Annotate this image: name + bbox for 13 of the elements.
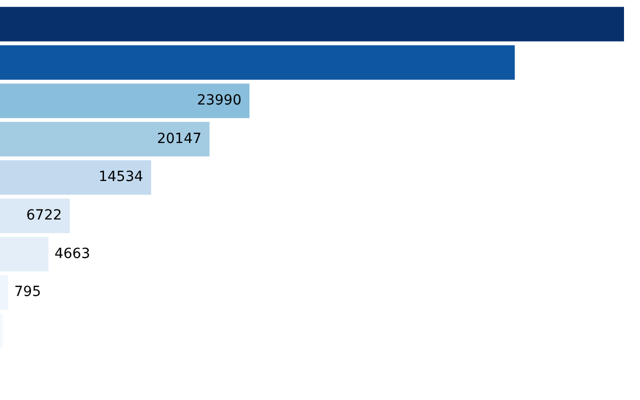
- data-label: 795: [14, 284, 41, 300]
- data-label: 20147: [156, 130, 202, 147]
- bar: [0, 236, 48, 272]
- data-label: 6722: [26, 207, 62, 224]
- bar: [0, 6, 624, 42]
- data-label: 23990: [196, 92, 242, 108]
- bar: [0, 198, 70, 234]
- data-label: 4663: [54, 246, 90, 262]
- bar: [0, 122, 210, 156]
- bar: [0, 45, 515, 80]
- data-label: 14534: [98, 169, 144, 186]
- bar: [0, 160, 152, 195]
- bar: [0, 84, 250, 118]
